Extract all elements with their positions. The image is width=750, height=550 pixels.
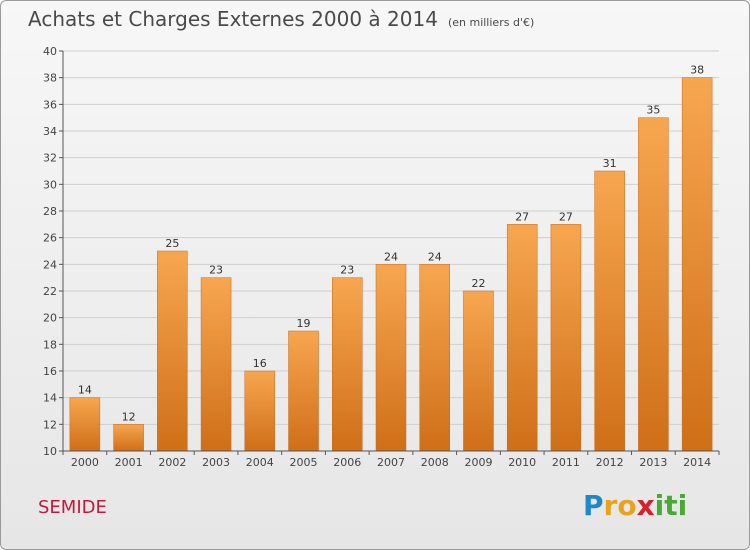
x-tick-label: 2010 [508,456,536,469]
bar [419,264,450,452]
x-tick-label: 2006 [333,456,361,469]
bar [113,424,144,452]
bar [244,370,276,452]
data-label: 23 [209,264,223,277]
bar [681,77,713,452]
y-tick-label: 26 [43,232,57,245]
logo-letter: i [654,489,665,522]
bar [200,277,232,452]
y-tick-label: 16 [43,365,57,378]
x-tick-label: 2009 [464,456,492,469]
y-tick-label: 14 [43,392,57,405]
bar-layer [69,77,713,452]
x-tick-label: 2011 [552,456,580,469]
data-label: 23 [340,264,354,277]
logo-letter: i [677,489,688,522]
data-label: 24 [428,250,442,263]
bar [157,250,188,452]
town-name: SEMIDE [38,497,107,518]
y-tick-label: 36 [43,98,57,111]
x-tick-label: 2008 [421,456,449,469]
y-tick-label: 18 [43,338,57,351]
data-label: 31 [603,157,617,170]
bar [550,224,582,452]
logo-letter: x [636,489,655,522]
bar [332,277,363,452]
chart-title: Achats et Charges Externes 2000 à 2014 (e… [28,7,534,31]
y-tick-label: 30 [43,178,57,191]
data-label: 27 [559,210,573,223]
data-label: 25 [165,237,179,250]
bar [594,170,625,452]
x-tick-label: 2003 [202,456,230,469]
y-tick-label: 28 [43,205,57,218]
bar [69,397,101,452]
x-tick-label: 2002 [158,456,186,469]
y-tick-label: 34 [43,125,57,138]
x-tick-label: 2007 [377,456,405,469]
x-tick-label: 2014 [683,456,711,469]
logo-letter: o [617,489,637,522]
x-tick-label: 2004 [246,456,274,469]
bar [288,330,319,452]
data-label: 35 [646,104,660,117]
y-tick-label: 10 [43,445,57,458]
data-label: 14 [78,384,92,397]
y-tick-label: 38 [43,72,57,85]
x-tick-label: 2001 [115,456,143,469]
bar [463,290,494,452]
x-tick-label: 2012 [596,456,624,469]
bar [506,224,538,452]
y-tick-label: 32 [43,152,57,165]
y-tick-label: 12 [43,418,57,431]
x-tick-label: 2005 [290,456,318,469]
logo-letter: t [664,489,678,522]
x-tick-label: 2013 [639,456,667,469]
y-tick-label: 24 [43,258,57,271]
logo-letter: r [603,489,618,522]
proxiti-logo: Proxiti [583,489,687,522]
bar [638,117,669,452]
data-label: 22 [471,277,485,290]
data-label: 16 [253,357,267,370]
chart-unit-label: (en milliers d'€) [447,16,535,29]
chart-title-text: Achats et Charges Externes 2000 à 2014 [28,7,438,31]
axis-layer: 10 12 14 16 18 20 22 24 26 28 30 32 34 36 38 40 2000 2001… [43,45,720,469]
logo-letter: P [583,489,604,522]
data-label: 24 [384,250,398,263]
y-tick-label: 20 [43,312,57,325]
x-tick-label: 2000 [71,456,99,469]
label-layer: 14 12 25 23 16 19 23 24 24 22 27 27 31 35 38 [78,64,704,424]
y-tick-label: 22 [43,285,57,298]
y-tick-label: 40 [43,45,57,58]
data-label: 12 [122,410,136,423]
data-label: 27 [515,210,529,223]
bar [375,264,407,452]
data-label: 38 [690,64,704,77]
data-label: 19 [297,317,311,330]
